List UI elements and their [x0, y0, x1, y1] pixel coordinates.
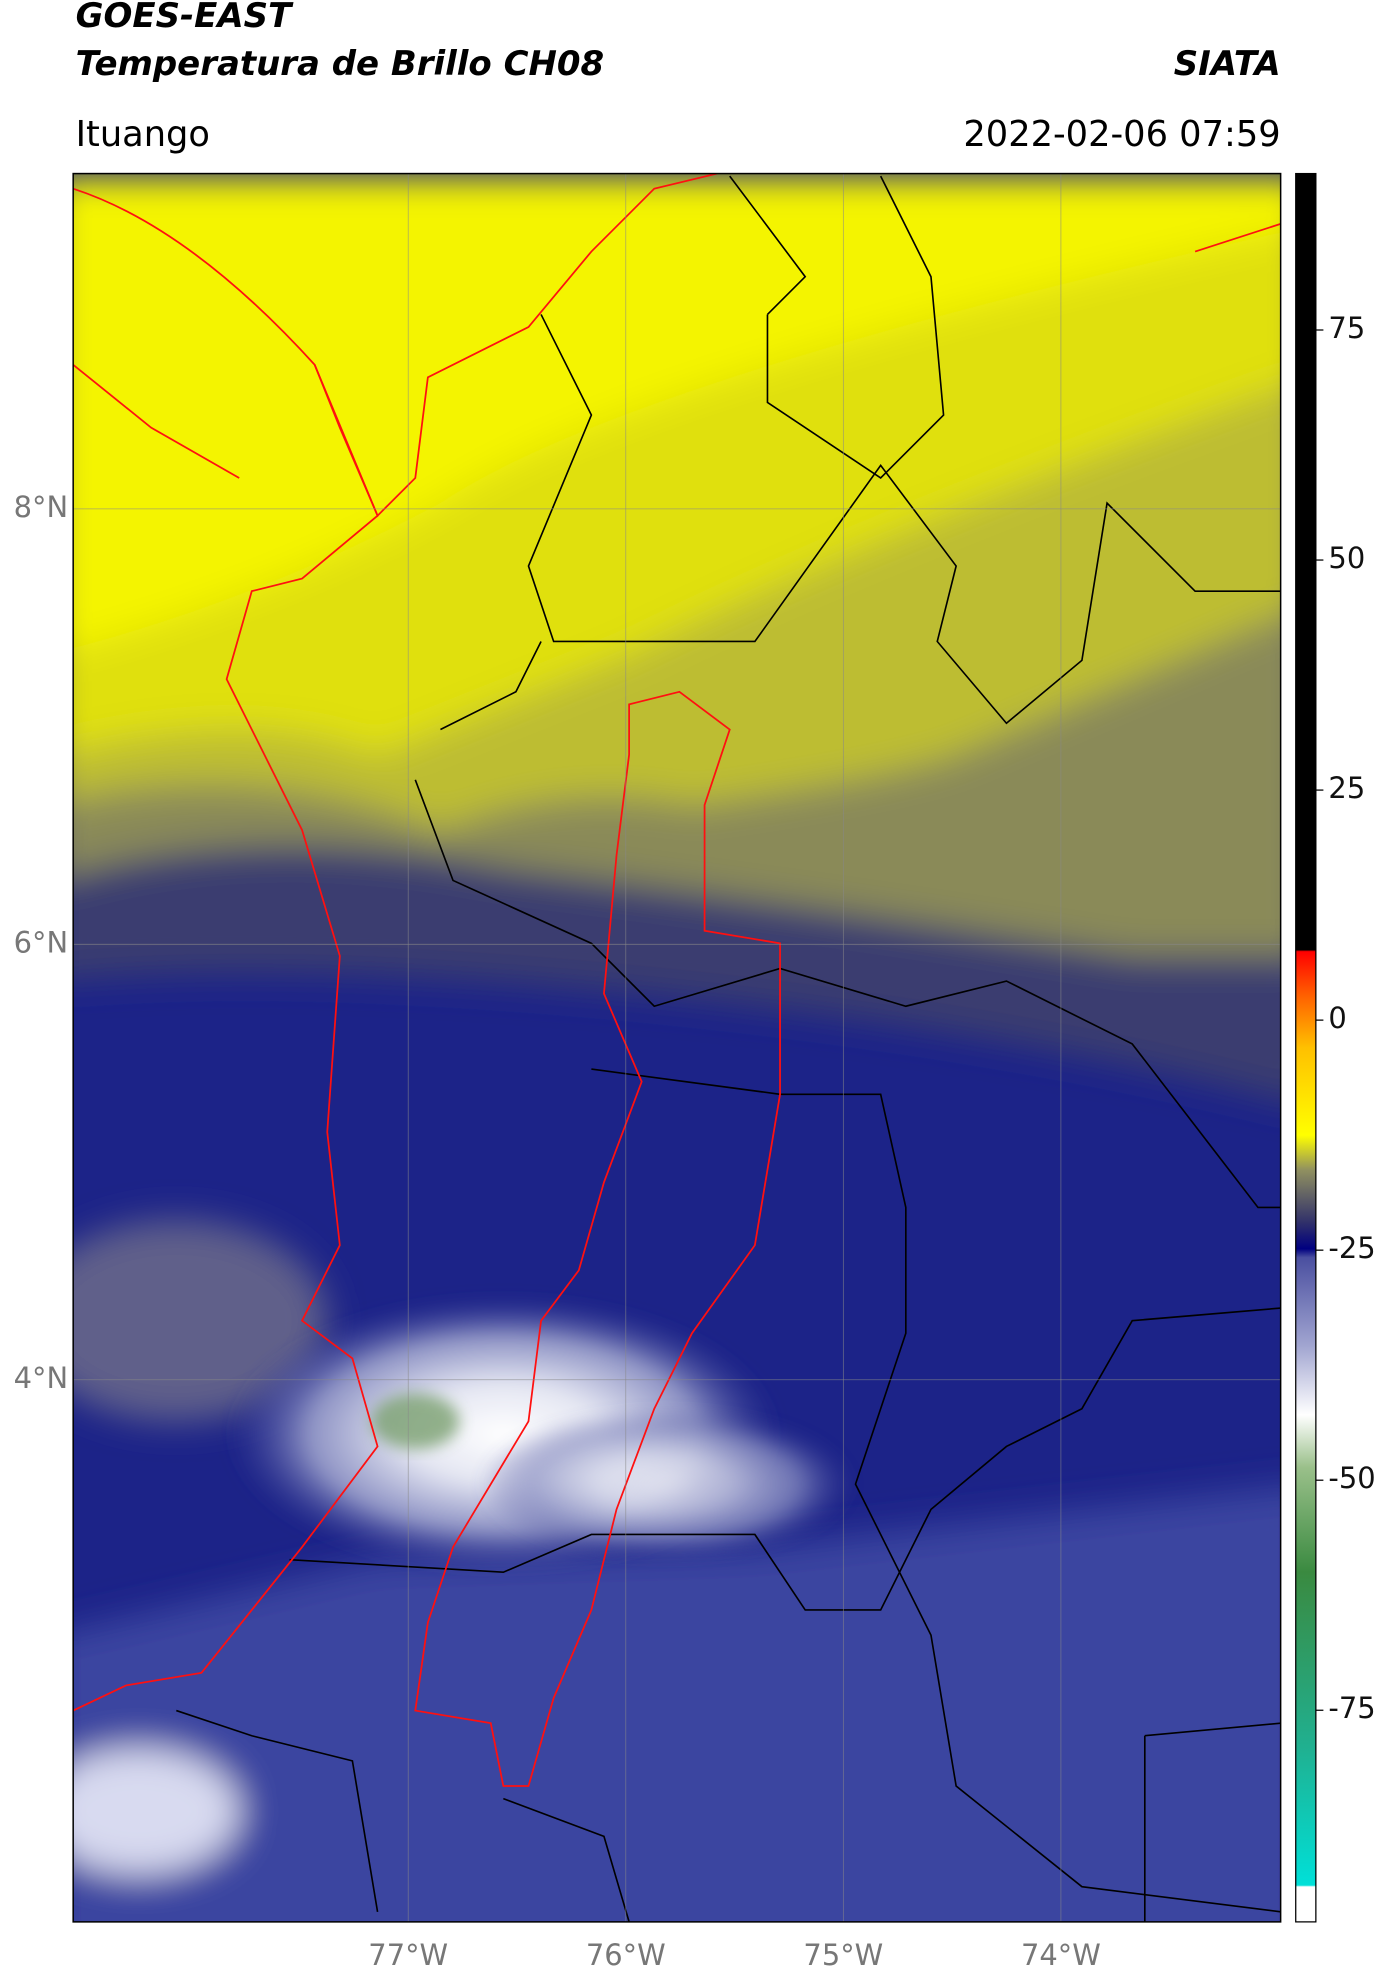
map-frame — [72, 172, 1282, 1923]
graticule — [73, 173, 1281, 1922]
source: SIATA — [1174, 44, 1281, 84]
colorbar-tick-label: 25 — [1328, 771, 1365, 805]
y-tick-label: 4°N — [14, 1361, 68, 1395]
datetime: 2022-02-06 07:59 — [963, 114, 1280, 155]
subtitle: Temperatura de Brillo CH08 — [76, 44, 604, 84]
y-tick-label: 6°N — [14, 925, 68, 959]
colorbar-tick-label: -25 — [1328, 1231, 1375, 1265]
colorbar-tick-label: -50 — [1328, 1461, 1375, 1495]
x-tick-label: 74°W — [1021, 1938, 1101, 1972]
colorbar-tick-label: -75 — [1328, 1691, 1375, 1725]
colorbar-tick-label: 75 — [1328, 311, 1365, 345]
location: Ituango — [76, 114, 210, 155]
title: GOES-EAST — [76, 0, 294, 36]
colorbar-tick-label: 0 — [1328, 1001, 1346, 1035]
colorbar — [1295, 172, 1317, 1923]
satellite-image — [73, 173, 1281, 1922]
x-tick-label: 77°W — [368, 1938, 448, 1972]
colorbar-tick-label: 50 — [1328, 541, 1365, 575]
y-tick-label: 8°N — [14, 490, 68, 524]
x-tick-label: 75°W — [803, 1938, 883, 1972]
x-tick-label: 76°W — [586, 1938, 666, 1972]
